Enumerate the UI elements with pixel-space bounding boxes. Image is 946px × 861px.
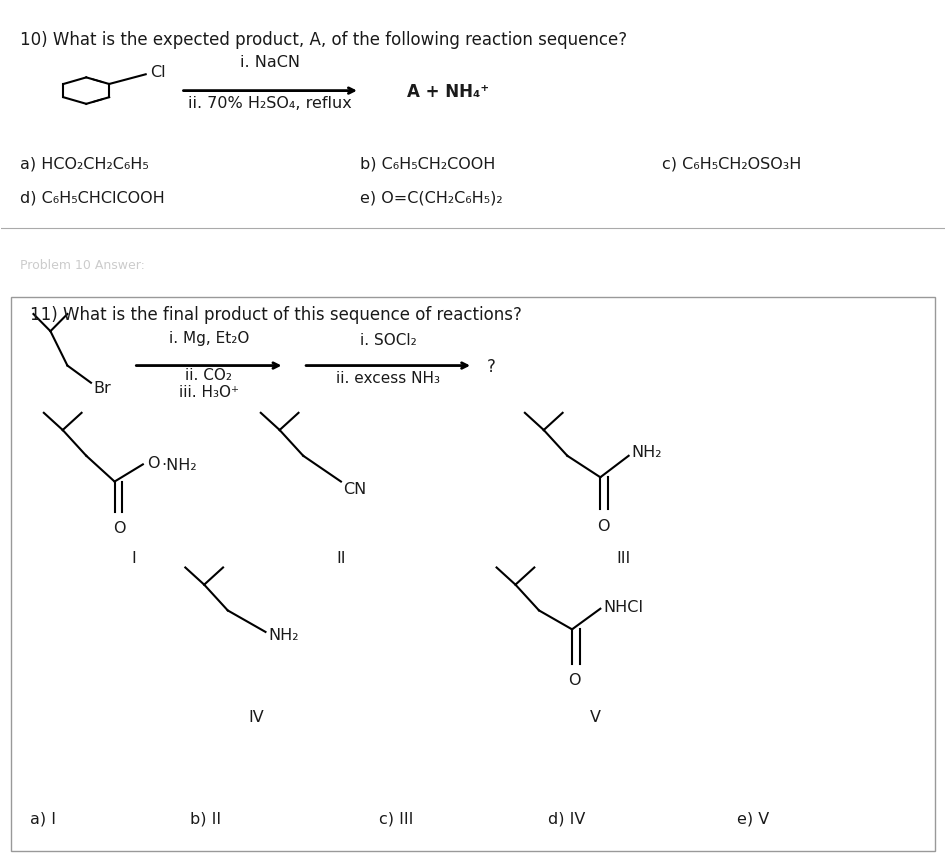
Text: ii. CO₂: ii. CO₂: [185, 368, 233, 383]
Text: NH₂: NH₂: [269, 628, 299, 642]
Text: Cl: Cl: [150, 65, 166, 80]
Text: I: I: [131, 551, 136, 566]
Text: a) HCO₂CH₂C₆H₅: a) HCO₂CH₂C₆H₅: [20, 156, 149, 170]
Text: c) III: c) III: [378, 810, 413, 826]
Text: i. NaCN: i. NaCN: [240, 55, 300, 70]
Text: Problem 10 Answer:: Problem 10 Answer:: [20, 259, 145, 272]
Text: iii. H₃O⁺: iii. H₃O⁺: [179, 385, 239, 400]
Text: ii. excess NH₃: ii. excess NH₃: [336, 370, 440, 386]
Text: II: II: [336, 551, 345, 566]
Text: e) O=C(CH₂C₆H₅)₂: e) O=C(CH₂C₆H₅)₂: [359, 190, 502, 205]
FancyBboxPatch shape: [10, 297, 936, 851]
Text: d) C₆H₅CHClCOOH: d) C₆H₅CHClCOOH: [20, 190, 165, 205]
Text: i. Mg, Et₂O: i. Mg, Et₂O: [168, 331, 249, 345]
Text: O: O: [148, 455, 160, 471]
Text: Br: Br: [93, 380, 111, 395]
Text: i. SOCl₂: i. SOCl₂: [359, 332, 416, 347]
Text: V: V: [590, 709, 601, 724]
Text: NH₂: NH₂: [632, 444, 662, 460]
Text: CN: CN: [342, 481, 366, 496]
Text: b) C₆H₅CH₂COOH: b) C₆H₅CH₂COOH: [359, 156, 495, 170]
Text: a) I: a) I: [29, 810, 56, 826]
Text: 11) What is the final product of this sequence of reactions?: 11) What is the final product of this se…: [29, 306, 521, 324]
Text: NHCI: NHCI: [604, 599, 643, 614]
Text: d) IV: d) IV: [549, 810, 586, 826]
Text: O: O: [113, 521, 126, 536]
Text: ii. 70% H₂SO₄, reflux: ii. 70% H₂SO₄, reflux: [188, 96, 352, 111]
Text: b) II: b) II: [190, 810, 221, 826]
Text: ?: ?: [487, 357, 496, 375]
Text: 10) What is the expected product, A, of the following reaction sequence?: 10) What is the expected product, A, of …: [20, 31, 627, 49]
Text: c) C₆H₅CH₂OSO₃H: c) C₆H₅CH₂OSO₃H: [661, 156, 801, 170]
Text: O: O: [597, 518, 609, 533]
Text: A + NH₄⁺: A + NH₄⁺: [407, 83, 489, 101]
Text: O: O: [569, 672, 581, 687]
Text: III: III: [617, 551, 631, 566]
Text: e) V: e) V: [737, 810, 769, 826]
Text: IV: IV: [248, 709, 264, 724]
Text: ·NH₂: ·NH₂: [162, 457, 198, 473]
